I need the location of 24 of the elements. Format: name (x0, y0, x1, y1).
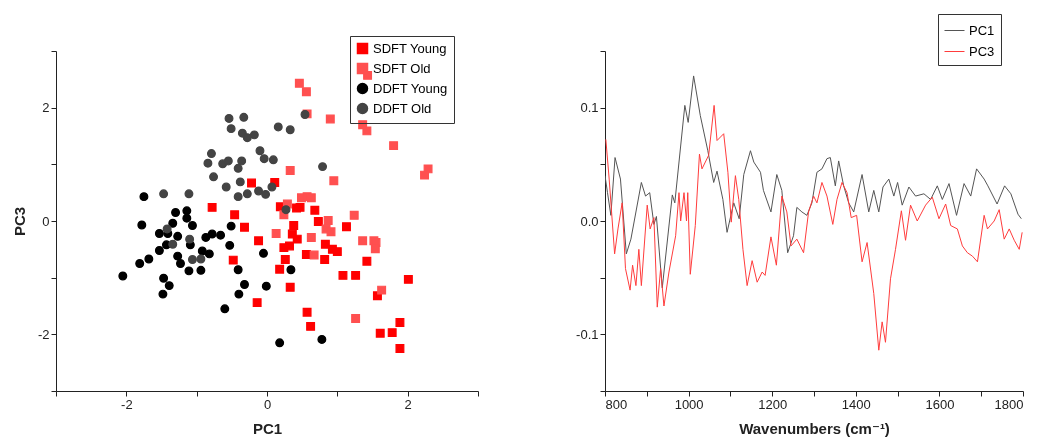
x-tick-label: -2 (121, 396, 133, 412)
x-tick-label: 1600 (925, 396, 955, 412)
x-tick-label: 1000 (674, 396, 704, 412)
y-tick-label: 0.0 (580, 213, 599, 229)
x-tick-label: 1400 (841, 396, 871, 412)
y-tick-label: 0.1 (580, 100, 599, 116)
legend-label: DDFT Old (373, 100, 432, 116)
x-tick-label: 800 (605, 396, 628, 412)
y-tick-label: -2 (37, 326, 50, 342)
y-tick-label: 2 (42, 100, 50, 116)
x-tick-label: 2 (404, 396, 412, 412)
x-tick-label: 1800 (994, 396, 1024, 412)
legend-label: SDFT Old (373, 60, 431, 76)
legend-label: DDFT Young (373, 80, 448, 96)
x-tick-label: 1200 (758, 396, 788, 412)
x-axis-title: Wavenumbers (cm⁻¹) (739, 419, 890, 437)
legend-label: PC3 (969, 43, 995, 59)
x-tick-label: 0 (263, 396, 272, 412)
y-tick-label: -0.1 (576, 326, 599, 342)
x-axis-title: PC1 (252, 419, 283, 437)
legend-label: SDFT Young (373, 40, 447, 56)
legend-label: PC1 (969, 22, 995, 38)
y-axis-title: PC3 (10, 206, 28, 237)
y-tick-label: 0 (42, 213, 50, 229)
